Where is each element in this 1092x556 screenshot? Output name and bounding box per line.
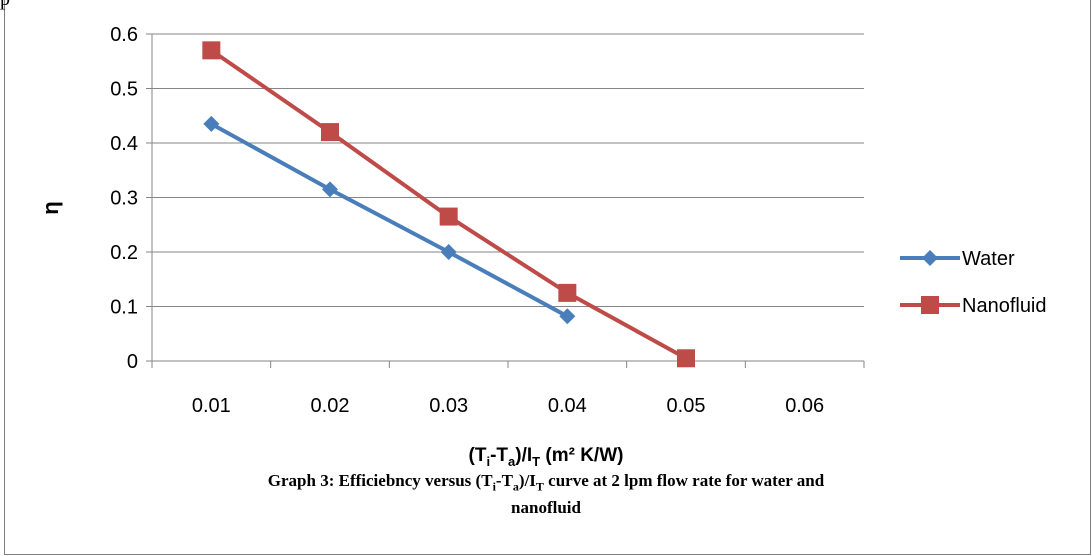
- series-nanofluid: [202, 41, 695, 368]
- x-tick-label-0.05: 0.05: [667, 395, 706, 417]
- x-tick-label-0.03: 0.03: [429, 395, 468, 417]
- x-tick-label-0.04: 0.04: [548, 395, 587, 417]
- figure-frame: [4, 0, 1091, 555]
- nanofluid-line: [210, 48, 687, 361]
- x-tick-label-0.01: 0.01: [192, 395, 231, 417]
- nanofluid-point-1: [321, 123, 339, 142]
- page-text-fragment: p: [0, 0, 10, 11]
- y-tick-label-0.3: 0.3: [110, 188, 138, 210]
- water-point-2: [440, 244, 457, 260]
- series-layer: [202, 41, 695, 368]
- y-tick-label-0.6: 0.6: [110, 24, 138, 46]
- nanofluid-point-2: [439, 207, 458, 226]
- x-tick-labels: 0.01 0.02 0.03 0.04 0.05 0.06: [192, 395, 824, 417]
- series-water: [203, 115, 576, 325]
- water-point-3: [559, 308, 576, 325]
- y-tick-label-0.4: 0.4: [110, 133, 138, 155]
- figure-caption: Graph 3: Efficiebncy versus (Ti-Ta)/IT c…: [0, 470, 1092, 518]
- legend-item-nanofluid: Nanofluid: [900, 295, 1047, 317]
- x-tick-label-0.06: 0.06: [785, 395, 824, 417]
- y-tick-label-0.1: 0.1: [110, 297, 138, 319]
- caption-line-2: nanofluid: [511, 498, 581, 518]
- caption-line-1: Graph 3: Efficiebncy versus (Ti-Ta)/IT c…: [267, 471, 825, 494]
- legend-label-nanofluid: Nanofluid: [962, 295, 1047, 317]
- water-line: [210, 122, 569, 319]
- water-point-0: [203, 115, 220, 132]
- legend-label-water: Water: [962, 248, 1015, 270]
- legend-marker-nanofluid: [921, 296, 939, 314]
- axes: [146, 33, 865, 368]
- nanofluid-point-4: [677, 349, 695, 368]
- legend-marker-water: [922, 250, 938, 266]
- legend-item-water: Water: [900, 248, 1015, 270]
- x-tick-label-0.02: 0.02: [311, 395, 350, 417]
- y-tick-label-0.2: 0.2: [110, 242, 138, 264]
- nanofluid-point-0: [202, 41, 221, 60]
- y-tick-label-0: 0: [127, 351, 138, 373]
- x-axis-label: (Ti-Ta)/IT (m² K/W): [468, 445, 624, 469]
- y-tick-label-0.5: 0.5: [110, 79, 138, 101]
- y-axis-label: η: [38, 201, 63, 214]
- nanofluid-point-3: [558, 283, 577, 302]
- y-tick-labels: 0 0.1 0.2 0.3 0.4 0.5 0.6: [110, 24, 138, 373]
- legend: Water Nanofluid: [900, 248, 1047, 317]
- water-point-1: [322, 181, 338, 198]
- grid-lines: [152, 33, 864, 307]
